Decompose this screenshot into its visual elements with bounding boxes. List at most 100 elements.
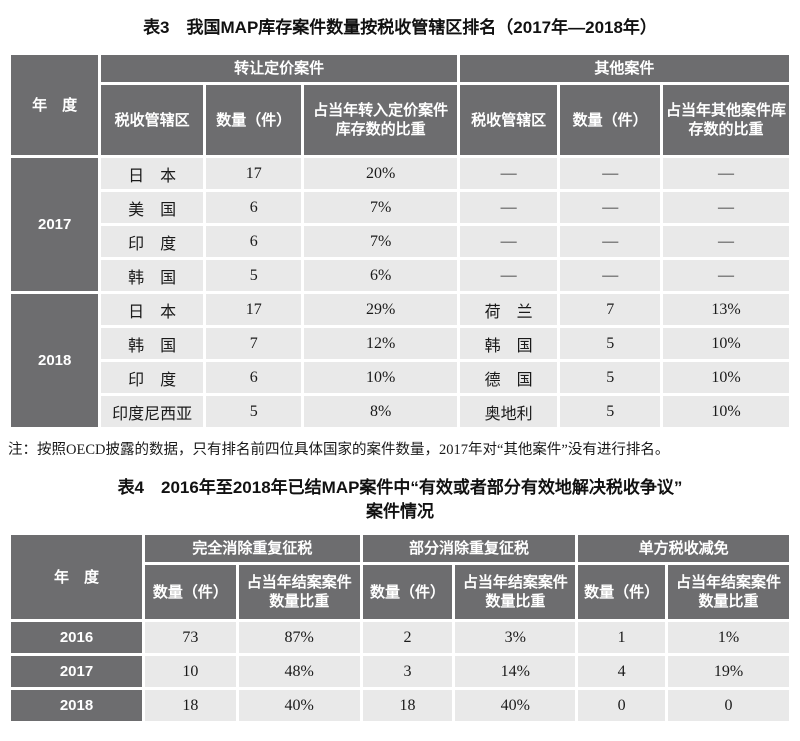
table-cell: — — [662, 192, 789, 223]
table-cell: 48% — [238, 656, 360, 687]
table-cell: 5 — [560, 328, 660, 359]
table4-header-count-unilateral: 数量（件） — [578, 565, 665, 619]
table-cell: 10% — [304, 362, 457, 393]
table-cell: 10% — [662, 328, 789, 359]
table-row: 印 度 6 7% — — — — [11, 226, 789, 257]
table3-map-inventory-ranking: 年 度 转让定价案件 其他案件 税收管辖区 数量（件） 占当年转入定价案件库存数… — [8, 52, 792, 430]
table4-header-count-partial: 数量（件） — [362, 565, 453, 619]
table-cell: 14% — [455, 656, 576, 687]
table-row: 2017 10 48% 3 14% 4 19% — [11, 656, 789, 687]
table-cell: 17 — [205, 294, 302, 325]
table-cell: 3% — [455, 622, 576, 653]
table4-header-ratio-full: 占当年结案案件数量比重 — [238, 565, 360, 619]
table-cell: 7% — [304, 192, 457, 223]
table-cell: — — [459, 260, 558, 291]
table-cell: 6 — [205, 226, 302, 257]
table-cell: 5 — [205, 396, 302, 427]
table4-header-year: 年 度 — [11, 535, 143, 619]
table3-header-row-groups: 年 度 转让定价案件 其他案件 — [11, 55, 789, 155]
table-cell: — — [662, 158, 789, 189]
table-cell: 韩 国 — [459, 328, 558, 359]
table-cell: 韩 国 — [101, 260, 203, 291]
table4-title-line1: 表4 2016年至2018年已结MAP案件中“有效或者部分有效地解决税收争议” — [117, 478, 683, 497]
table-cell: 87% — [238, 622, 360, 653]
table3-header-group-other: 其他案件 — [459, 55, 789, 82]
table-cell: 7 — [205, 328, 302, 359]
table4-year-2017-cell: 2017 — [11, 656, 143, 687]
table-row: 2018 日 本 17 29% 荷 兰 7 13% — [11, 294, 789, 427]
table3-header-ratio-other: 占当年其他案件库存数的比重 — [662, 85, 789, 155]
table3-header-ratio-tp: 占当年转入定价案件库存数的比重 — [304, 85, 457, 155]
table-row: 2017 日 本 17 20% — — — — [11, 158, 789, 291]
table-cell: 5 — [560, 362, 660, 393]
table-cell: 韩 国 — [101, 328, 203, 359]
table-cell: 6% — [304, 260, 457, 291]
table-cell: 6 — [205, 192, 302, 223]
table-cell: 日 本 — [101, 158, 203, 189]
table-cell: 7 — [560, 294, 660, 325]
table-cell: — — [459, 226, 558, 257]
table-cell: 1 — [578, 622, 665, 653]
table3-header-jurisdiction-other: 税收管辖区 — [459, 85, 558, 155]
table4-header-row-groups: 年 度 完全消除重复征税 部分消除重复征税 单方税收减免 — [11, 535, 789, 619]
table-cell: 8% — [304, 396, 457, 427]
table-cell: 日 本 — [101, 294, 203, 325]
table-cell: 5 — [560, 396, 660, 427]
table-row: 美 国 6 7% — — — — [11, 192, 789, 223]
table4-header-count-full: 数量（件） — [145, 565, 236, 619]
table3-year-2018-cell: 2018 — [11, 294, 99, 427]
table-row: 印度尼西亚 5 8% 奥地利 5 10% — [11, 396, 789, 427]
table-cell: 18 — [145, 690, 236, 721]
table-cell: 美 国 — [101, 192, 203, 223]
table-cell: — — [560, 260, 660, 291]
table3-title: 表3 我国MAP库存案件数量按税收管辖区排名（2017年—2018年） — [143, 18, 657, 37]
table-cell: 17 — [205, 158, 302, 189]
table3-header-jurisdiction-tp: 税收管辖区 — [101, 85, 203, 155]
table-cell: 73 — [145, 622, 236, 653]
table-cell: 19% — [667, 656, 789, 687]
table-cell: 18 — [362, 690, 453, 721]
table4-resolved-map-cases: 年 度 完全消除重复征税 部分消除重复征税 单方税收减免 数量（件） 占当年结案… — [8, 532, 792, 724]
table-row: 印 度 6 10% 德 国 5 10% — [11, 362, 789, 393]
table4-header-ratio-partial: 占当年结案案件数量比重 — [455, 565, 576, 619]
table-cell: 40% — [238, 690, 360, 721]
table-cell: 13% — [662, 294, 789, 325]
table-cell: — — [560, 158, 660, 189]
table-cell: 4 — [578, 656, 665, 687]
table-cell: 印度尼西亚 — [101, 396, 203, 427]
table-cell: 29% — [304, 294, 457, 325]
table3-header-row-columns: 税收管辖区 数量（件） 占当年转入定价案件库存数的比重 税收管辖区 数量（件） … — [11, 85, 789, 155]
table-cell: 印 度 — [101, 362, 203, 393]
table-cell: 0 — [667, 690, 789, 721]
table-cell: — — [662, 260, 789, 291]
table3-header-count-other: 数量（件） — [560, 85, 660, 155]
table-cell: 20% — [304, 158, 457, 189]
table-cell: 1% — [667, 622, 789, 653]
table-cell: 2 — [362, 622, 453, 653]
table-cell: 10% — [662, 396, 789, 427]
table4-title-line2: 案件情况 — [366, 502, 434, 521]
table3-footnote: 注：按照OECD披露的数据，只有排名前四位具体国家的案件数量，2017年对“其他… — [8, 442, 670, 458]
table3-header-year: 年 度 — [11, 55, 99, 155]
table-cell: — — [459, 192, 558, 223]
table4-header-group-partial-elimination: 部分消除重复征税 — [362, 535, 576, 562]
table4-year-2016-cell: 2016 — [11, 622, 143, 653]
table4-header-ratio-unilateral: 占当年结案案件数量比重 — [667, 565, 789, 619]
document-page: 表3 我国MAP库存案件数量按税收管辖区排名（2017年—2018年） 年 度 … — [8, 18, 792, 724]
table4-year-2018-cell: 2018 — [11, 690, 143, 721]
table-row: 韩 国 7 12% 韩 国 5 10% — [11, 328, 789, 359]
table-cell: 奥地利 — [459, 396, 558, 427]
table4-header-group-full-elimination: 完全消除重复征税 — [145, 535, 360, 562]
table-row: 2018 18 40% 18 40% 0 0 — [11, 690, 789, 721]
table-cell: — — [459, 158, 558, 189]
table-cell: 德 国 — [459, 362, 558, 393]
table4-header-row-columns: 数量（件） 占当年结案案件数量比重 数量（件） 占当年结案案件数量比重 数量（件… — [11, 565, 789, 619]
table3-header-count-tp: 数量（件） — [205, 85, 302, 155]
table-cell: 荷 兰 — [459, 294, 558, 325]
table-row: 韩 国 5 6% — — — — [11, 260, 789, 291]
table-cell: 7% — [304, 226, 457, 257]
table-cell: 6 — [205, 362, 302, 393]
table3-year-2017-cell: 2017 — [11, 158, 99, 291]
table3-header-group-transfer-pricing: 转让定价案件 — [101, 55, 457, 82]
table4-header-group-unilateral-relief: 单方税收减免 — [578, 535, 789, 562]
